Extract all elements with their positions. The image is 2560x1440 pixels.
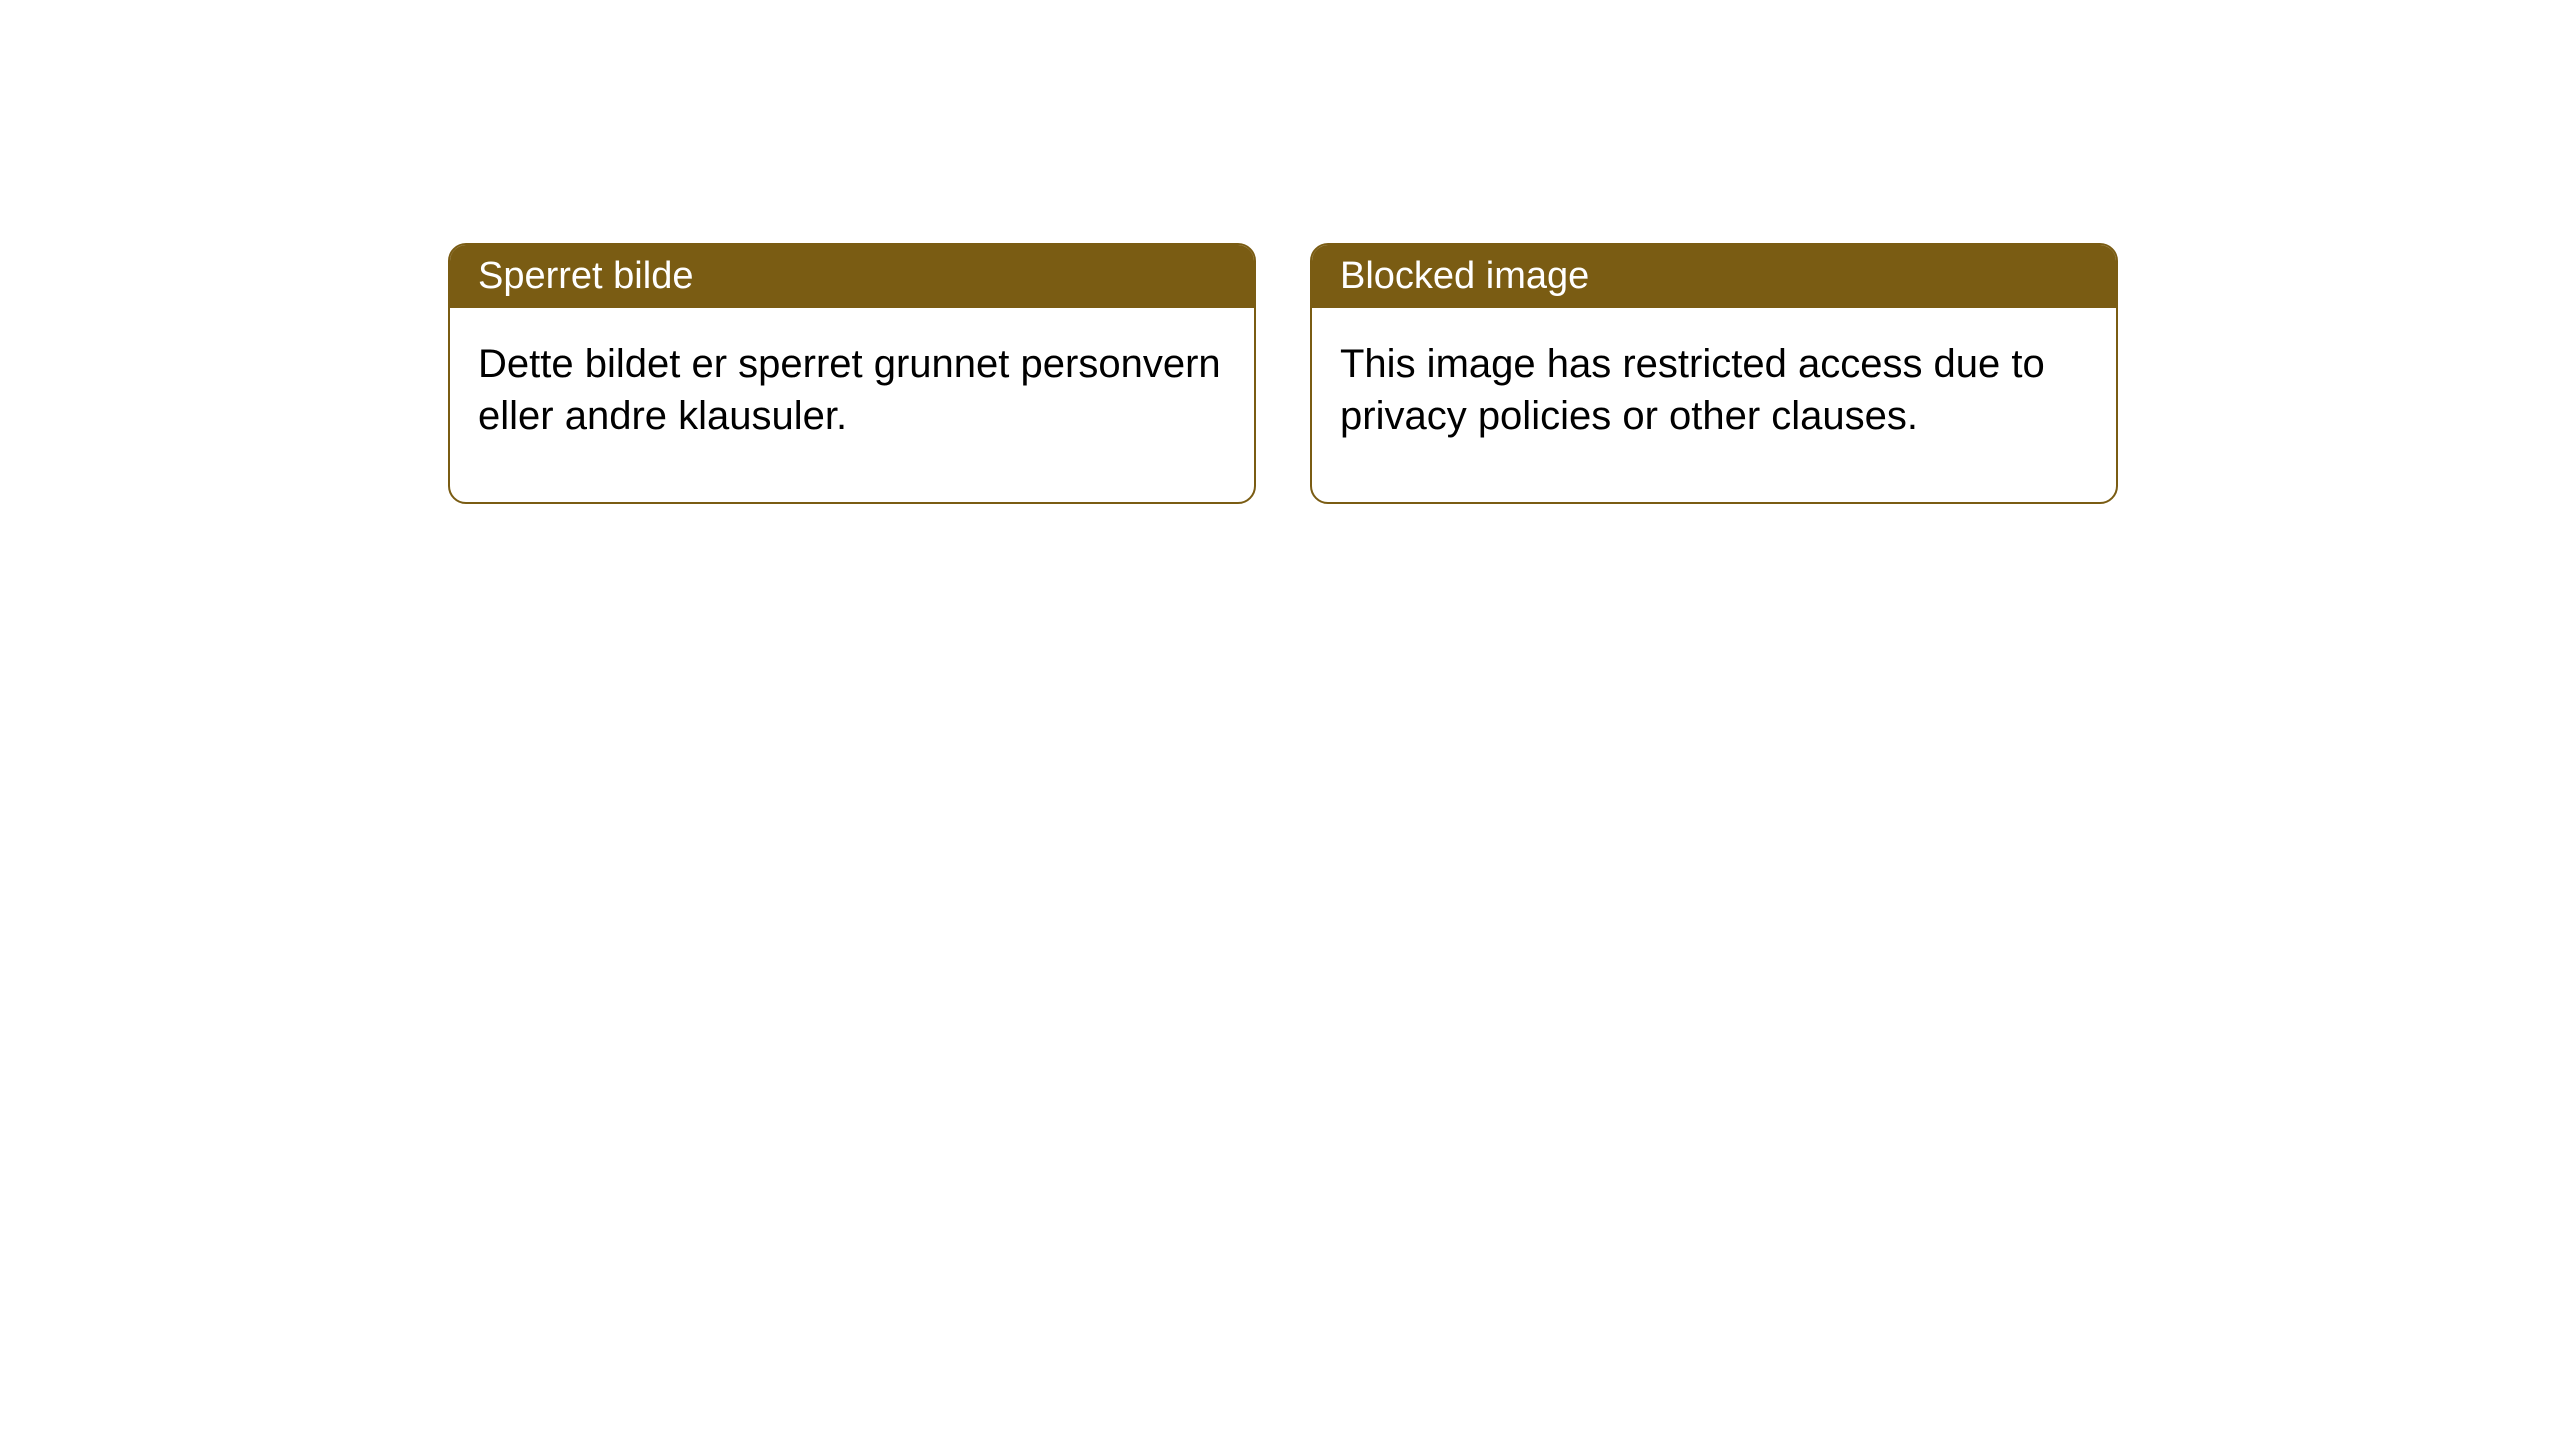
- notice-container: Sperret bilde Dette bildet er sperret gr…: [448, 243, 2118, 504]
- notice-card-english: Blocked image This image has restricted …: [1310, 243, 2118, 504]
- notice-body: This image has restricted access due to …: [1312, 308, 2116, 502]
- notice-card-norwegian: Sperret bilde Dette bildet er sperret gr…: [448, 243, 1256, 504]
- notice-header: Sperret bilde: [450, 245, 1254, 308]
- notice-body: Dette bildet er sperret grunnet personve…: [450, 308, 1254, 502]
- notice-title: Blocked image: [1340, 255, 1589, 297]
- notice-message: This image has restricted access due to …: [1340, 342, 2045, 438]
- notice-title: Sperret bilde: [478, 255, 693, 297]
- notice-header: Blocked image: [1312, 245, 2116, 308]
- notice-message: Dette bildet er sperret grunnet personve…: [478, 342, 1221, 438]
